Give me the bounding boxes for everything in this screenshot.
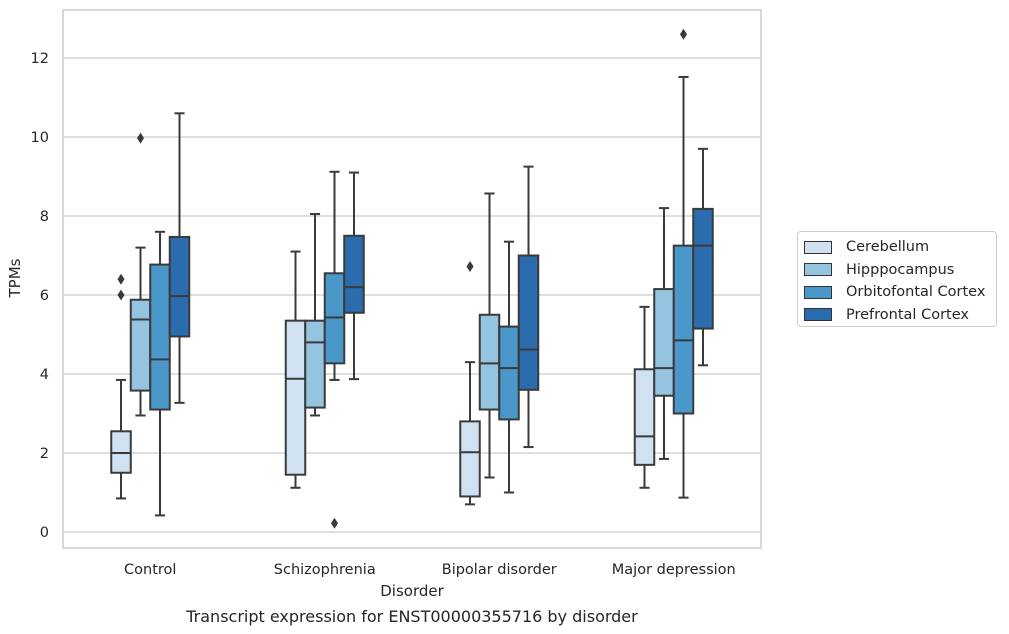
legend-swatch: [804, 240, 832, 254]
y-axis-label: TPMs: [6, 258, 24, 298]
y-tick-label: 12: [31, 51, 49, 67]
y-tick-label: 4: [40, 367, 49, 383]
legend-item: Orbitofontal Cortex: [804, 281, 996, 304]
box-prefrontal-cortex: [517, 165, 540, 449]
y-tick-label: 6: [40, 288, 49, 304]
legend-swatch: [804, 308, 832, 322]
iqr-box: [343, 234, 365, 314]
legend-label: Orbitofontal Cortex: [846, 284, 986, 301]
box-prefrontal-cortex: [692, 147, 714, 367]
iqr-box: [149, 263, 171, 411]
legend-item: Cerebellum: [804, 236, 996, 259]
iqr-box: [633, 368, 656, 466]
x-axis-label: Disorder: [380, 582, 444, 600]
outlier-point: [331, 517, 338, 529]
box-cerebellum: [633, 305, 656, 489]
boxes-layer: [110, 28, 714, 529]
box-hipppocampus: [304, 213, 326, 417]
x-tick-label: Major depression: [612, 562, 736, 578]
iqr-box: [168, 235, 191, 338]
y-tick-label: 0: [40, 525, 49, 541]
chart-caption: Transcript expression for ENST0000035571…: [185, 607, 638, 626]
iqr-box: [672, 244, 695, 415]
box-orbitofontal-cortex: [498, 240, 520, 494]
legend-label: Prefrontal Cortex: [846, 306, 969, 323]
box-hipppocampus: [478, 192, 501, 479]
box-orbitofontal-cortex: [323, 170, 346, 529]
box-prefrontal-cortex: [343, 171, 365, 381]
box-prefrontal-cortex: [168, 112, 191, 404]
legend-item: Prefrontal Cortex: [804, 304, 996, 327]
box-cerebellum: [459, 261, 481, 506]
iqr-box: [478, 313, 501, 411]
y-tick-label: 2: [40, 446, 49, 462]
outlier-point: [117, 273, 125, 285]
legend-swatch: [804, 263, 832, 277]
box-hipppocampus: [129, 132, 152, 417]
iqr-box: [129, 298, 152, 392]
iqr-box: [304, 319, 326, 409]
box-orbitofontal-cortex: [672, 28, 695, 499]
iqr-box: [653, 288, 675, 397]
iqr-box: [517, 254, 540, 391]
box-orbitofontal-cortex: [149, 230, 171, 517]
x-axis-ticks: Control Schizophrenia Bipolar disorder Majo…: [124, 562, 736, 578]
outlier-point: [466, 261, 474, 273]
legend-label: Cerebellum: [846, 239, 930, 256]
legend-item: Hipppocampus: [804, 259, 996, 282]
iqr-box: [498, 325, 520, 421]
box-hipppocampus: [653, 207, 675, 460]
y-tick-label: 10: [31, 130, 49, 146]
iqr-box: [692, 207, 714, 330]
box-cerebellum: [110, 273, 132, 500]
plot-frame: [62, 9, 762, 549]
box-cerebellum: [284, 250, 307, 489]
legend-label: Hipppocampus: [846, 261, 955, 278]
y-tick-label: 8: [40, 209, 49, 225]
x-tick-label: Control: [124, 562, 176, 578]
outlier-point: [117, 289, 125, 301]
x-tick-label: Schizophrenia: [274, 562, 376, 578]
x-tick-label: Bipolar disorder: [442, 562, 557, 578]
legend-swatch: [804, 285, 832, 299]
y-axis-ticks: 0 2 4 6 8 10 12: [31, 51, 49, 541]
outlier-point: [137, 132, 144, 144]
legend: Cerebellum Hipppocampus Orbitofontal Corte…: [797, 231, 997, 327]
iqr-box: [284, 319, 307, 476]
outlier-point: [680, 28, 687, 40]
iqr-box: [459, 420, 481, 498]
